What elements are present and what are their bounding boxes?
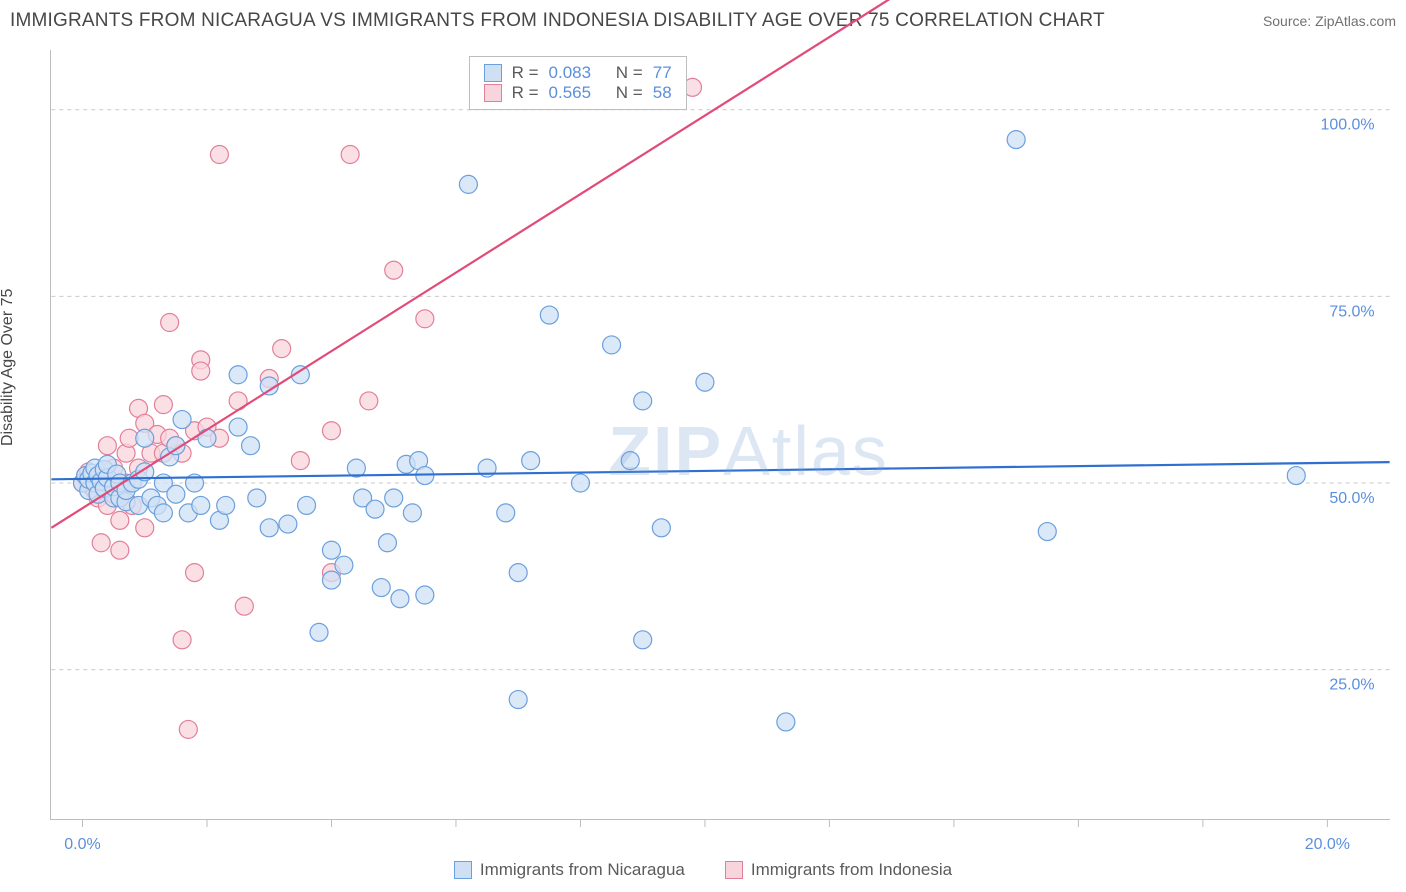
r-value: 0.565 (549, 83, 592, 103)
stats-row: R = 0.565 N = 58 (484, 83, 672, 103)
chart-canvas: 25.0%50.0%75.0%100.0%0.0%20.0% (51, 50, 1390, 819)
source-label: Source: ZipAtlas.com (1263, 13, 1396, 29)
swatch-icon (484, 64, 502, 82)
svg-text:50.0%: 50.0% (1329, 490, 1374, 507)
svg-text:75.0%: 75.0% (1329, 303, 1374, 320)
scatter-plot: 25.0%50.0%75.0%100.0%0.0%20.0% ZIPAtlas … (50, 50, 1390, 820)
svg-text:0.0%: 0.0% (64, 836, 100, 853)
legend-label: Immigrants from Indonesia (751, 860, 952, 880)
r-value: 0.083 (549, 63, 592, 83)
svg-text:20.0%: 20.0% (1305, 836, 1350, 853)
legend: Immigrants from Nicaragua Immigrants fro… (0, 860, 1406, 880)
legend-item-indonesia: Immigrants from Indonesia (725, 860, 952, 880)
y-axis-title: Disability Age Over 75 (0, 289, 17, 446)
n-label: N = (616, 63, 643, 83)
correlation-stats-box: R = 0.083 N = 77 R = 0.565 N = 58 (469, 56, 687, 110)
chart-title: IMMIGRANTS FROM NICARAGUA VS IMMIGRANTS … (10, 10, 1105, 32)
r-label: R = (512, 83, 539, 103)
svg-text:100.0%: 100.0% (1320, 117, 1374, 134)
n-label: N = (616, 83, 643, 103)
svg-text:25.0%: 25.0% (1329, 677, 1374, 694)
swatch-icon (725, 861, 743, 879)
r-label: R = (512, 63, 539, 83)
swatch-icon (484, 84, 502, 102)
n-value: 77 (653, 63, 672, 83)
n-value: 58 (653, 83, 672, 103)
legend-item-nicaragua: Immigrants from Nicaragua (454, 860, 685, 880)
swatch-icon (454, 861, 472, 879)
legend-label: Immigrants from Nicaragua (480, 860, 685, 880)
stats-row: R = 0.083 N = 77 (484, 63, 672, 83)
